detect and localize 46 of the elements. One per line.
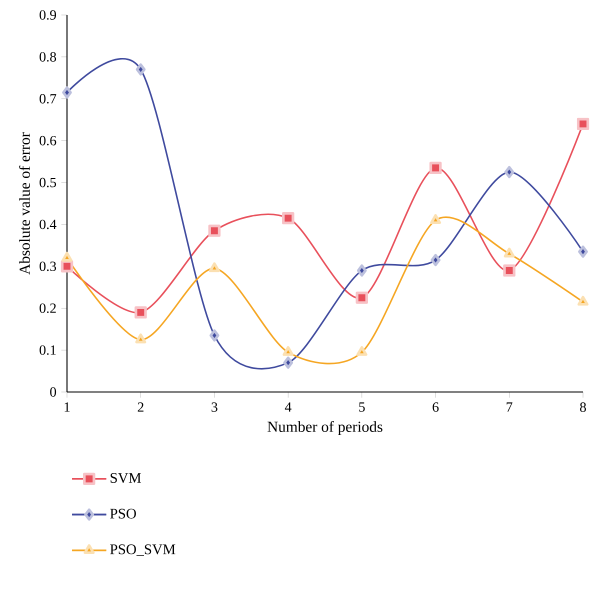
- point: [504, 248, 515, 258]
- y-tick-label: 0.9: [40, 10, 56, 20]
- point: [60, 260, 74, 272]
- point: [62, 252, 72, 262]
- point: [134, 306, 147, 319]
- y-tick-label: 0.3: [40, 262, 56, 272]
- x-tick-label: 7: [506, 402, 512, 412]
- x-axis-title: Number of periods: [268, 421, 382, 436]
- point: [503, 264, 516, 277]
- point: [62, 86, 72, 99]
- point: [208, 224, 221, 237]
- point: [209, 329, 220, 342]
- x-tick-label: 2: [138, 402, 144, 412]
- point: [356, 292, 368, 304]
- x-tick-label: 1: [64, 402, 70, 412]
- x-tick-label: 5: [359, 402, 365, 412]
- x-tick-label: 3: [212, 402, 218, 412]
- y-tick-label: 0.5: [40, 178, 56, 188]
- point: [283, 356, 294, 369]
- point: [136, 63, 146, 76]
- point: [578, 296, 588, 306]
- point: [356, 264, 367, 277]
- point: [504, 166, 514, 178]
- point: [578, 246, 588, 258]
- point: [282, 212, 294, 224]
- point: [282, 346, 294, 356]
- point: [135, 334, 146, 344]
- point: [356, 346, 368, 356]
- x-tick-label: 8: [580, 402, 586, 412]
- y-tick-label: 0: [50, 387, 56, 397]
- point: [208, 262, 220, 272]
- legend-label: PSO_SVM: [110, 544, 176, 556]
- point: [430, 254, 441, 266]
- y-tick-label: 0.1: [40, 345, 56, 355]
- legend-label: SVM: [110, 473, 142, 483]
- point: [430, 214, 442, 224]
- y-tick-label: 0.2: [40, 303, 56, 313]
- x-tick-label: 6: [432, 402, 439, 412]
- legend-label: PSO: [110, 508, 136, 519]
- point: [429, 162, 442, 174]
- x-tick-label: 4: [284, 402, 292, 412]
- y-axis-title: Absolute value of error: [19, 132, 30, 275]
- y-tick-label: 0.7: [40, 94, 56, 104]
- y-tick-label: 0.8: [40, 52, 56, 62]
- y-tick-label: 0.4: [40, 220, 56, 230]
- y-tick-label: 0.6: [40, 136, 56, 146]
